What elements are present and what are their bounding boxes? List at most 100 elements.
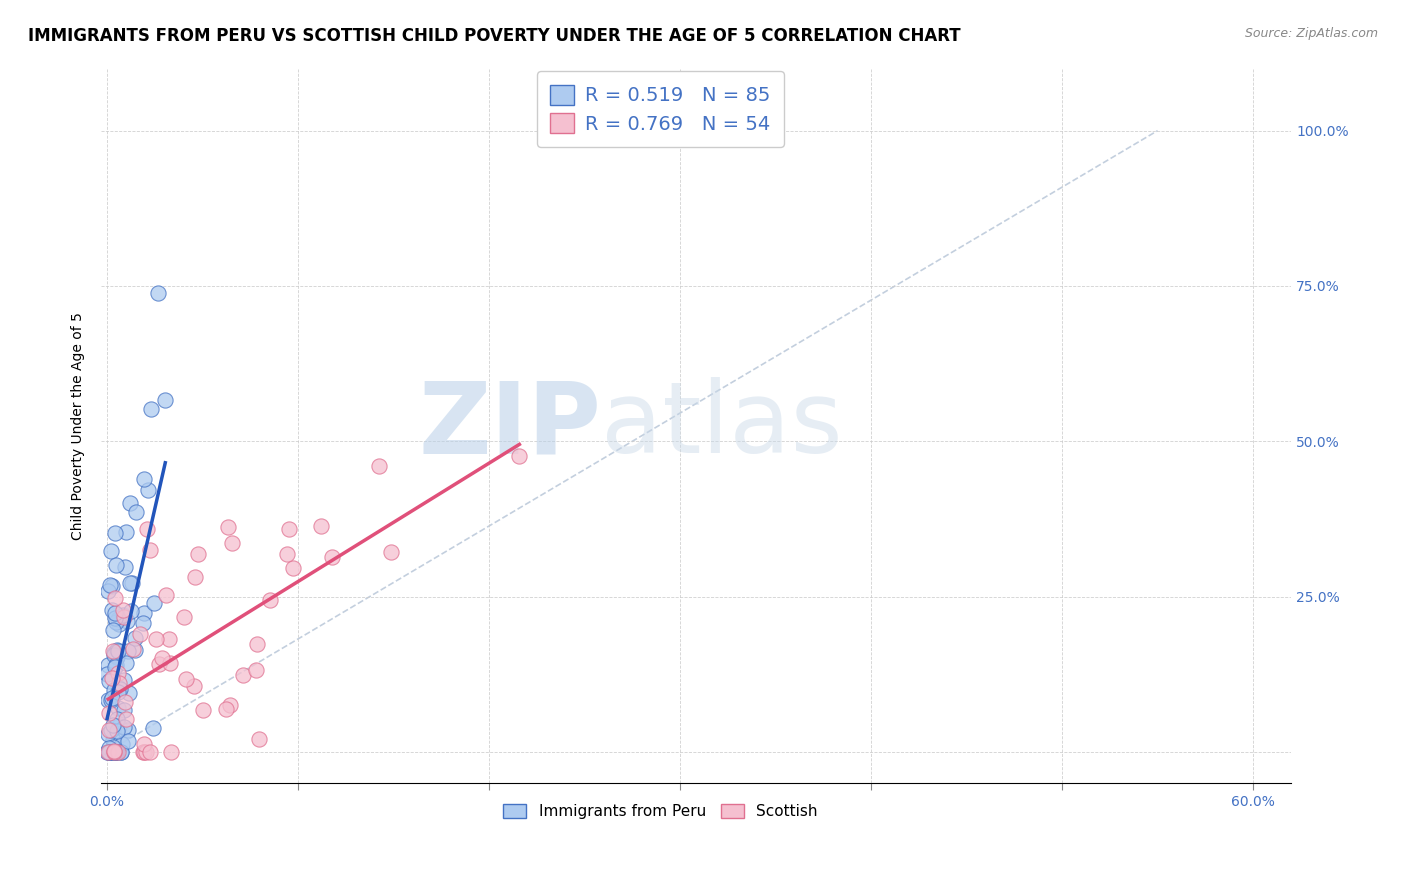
Point [107,745,129,759]
Point [107,685,129,699]
Point [98,674,121,689]
Point [103,646,125,660]
Point [142,721,165,735]
Point [139,542,162,557]
Point [277,522,299,536]
Text: IMMIGRANTS FROM PERU VS SCOTTISH CHILD POVERTY UNDER THE AGE OF 5 CORRELATION CH: IMMIGRANTS FROM PERU VS SCOTTISH CHILD P… [28,27,960,45]
Point [105,558,128,573]
Point [117,644,139,658]
Point [118,576,141,591]
Point [104,591,127,605]
Point [104,606,127,620]
Point [259,593,281,607]
Point [101,691,124,706]
Point [115,712,138,726]
Point [115,525,138,540]
Point [112,610,135,624]
Point [135,745,157,759]
Point [97,726,120,740]
Point [104,611,127,625]
Point [132,737,155,751]
Point [124,632,146,646]
Point [245,663,267,677]
Point [232,668,254,682]
Text: atlas: atlas [600,377,842,475]
Point [104,660,127,674]
Point [97,693,120,707]
Point [276,547,298,561]
Point [105,745,128,759]
Point [117,723,139,737]
Point [96,745,118,759]
Point [104,649,127,664]
Point [155,588,177,602]
Point [96,666,118,681]
Point [103,745,125,759]
Point [173,610,195,624]
Point [105,658,128,673]
Point [139,745,162,759]
Point [110,745,132,759]
Point [157,632,180,646]
Point [114,559,136,574]
Point [141,402,163,417]
Point [174,672,197,686]
Point [247,732,270,747]
Point [125,505,148,519]
Point [112,673,135,688]
Point [219,698,242,712]
Point [103,648,125,662]
Point [103,728,125,742]
Point [100,692,122,706]
Point [217,520,239,534]
Point [112,603,135,617]
Point [115,614,138,628]
Point [367,459,389,474]
Point [98,578,121,592]
Point [132,472,155,486]
Point [145,632,167,646]
Point [108,682,131,697]
Point [100,723,122,738]
Point [101,745,124,759]
Point [103,718,125,732]
Point [143,596,166,610]
Point [101,733,124,747]
Point [105,723,128,738]
Text: Source: ZipAtlas.com: Source: ZipAtlas.com [1244,27,1378,40]
Point [281,561,304,575]
Point [103,682,125,697]
Point [380,545,402,559]
Point [111,737,134,751]
Point [107,701,129,715]
Point [112,607,135,622]
Point [114,720,136,734]
Point [136,522,159,536]
Point [101,603,124,617]
Point [98,745,121,759]
Point [107,612,129,626]
Point [132,745,155,759]
Point [183,679,205,693]
Point [104,745,127,759]
Point [103,643,125,657]
Point [97,745,120,759]
Point [187,547,209,561]
Point [150,651,173,665]
Point [103,745,125,759]
Y-axis label: Child Poverty Under the Age of 5: Child Poverty Under the Age of 5 [72,312,86,540]
Point [122,642,145,657]
Point [132,616,155,631]
Point [508,449,530,463]
Point [97,723,120,737]
Point [121,576,143,591]
Point [146,286,169,301]
Point [191,703,214,717]
Point [107,644,129,658]
Text: ZIP: ZIP [418,377,600,475]
Point [114,656,136,670]
Point [104,525,127,540]
Point [184,570,207,584]
Point [97,658,120,673]
Point [246,637,269,651]
